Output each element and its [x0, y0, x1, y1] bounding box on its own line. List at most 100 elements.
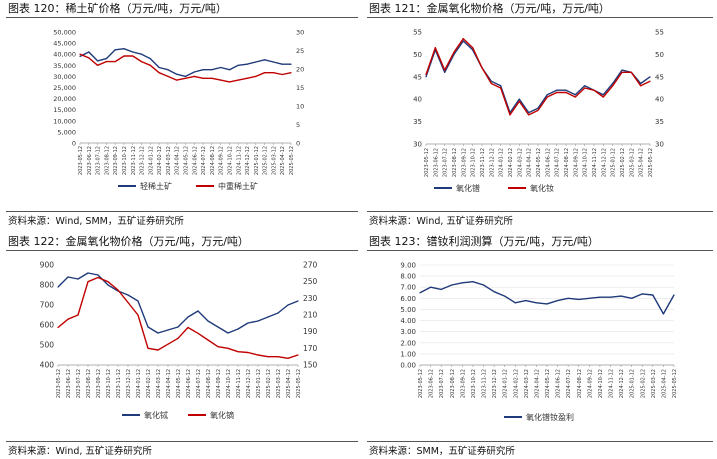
data-point — [281, 63, 283, 65]
data-point — [140, 53, 143, 55]
data-point — [246, 77, 248, 79]
y-right-tick-label: 270 — [303, 261, 318, 270]
x-tick-label: 2024-03-12 — [166, 146, 172, 175]
data-point — [574, 96, 576, 98]
y-right-tick-label: 170 — [303, 344, 318, 353]
data-point — [425, 73, 427, 76]
data-point — [609, 296, 612, 298]
data-point — [197, 332, 199, 334]
chart-title: 图表 123：镨钕利润测算（万元/吨，万元/吨） — [369, 235, 599, 248]
x-tick-label: 2025-03-12 — [271, 146, 277, 175]
data-point — [472, 47, 474, 49]
series-line — [425, 40, 651, 114]
data-point — [167, 343, 169, 345]
title-rule — [367, 250, 713, 251]
data-point — [588, 297, 590, 299]
data-point — [176, 79, 178, 81]
data-point — [147, 326, 149, 328]
y-left-tick-label: 15,000 — [53, 106, 76, 114]
data-point — [158, 72, 160, 74]
data-point — [220, 79, 222, 81]
y-left-tick-label: 600 — [40, 321, 55, 330]
x-tick-label: 2024-08-12 — [206, 369, 212, 398]
y-right-tick-label: 150 — [303, 361, 318, 370]
x-tick-label: 2023-10-12 — [122, 146, 128, 175]
data-point — [207, 339, 209, 341]
x-tick-label: 2025-03-12 — [276, 369, 282, 398]
data-point — [546, 96, 548, 98]
data-point — [137, 300, 139, 302]
x-tick-label: 2023-06-12 — [433, 148, 439, 177]
data-point — [107, 284, 109, 286]
data-point — [207, 320, 209, 322]
source-rule — [6, 211, 358, 212]
x-tick-label: 2024-01-12 — [503, 369, 509, 398]
x-tick-label: 2024-05-12 — [536, 148, 542, 177]
data-point — [593, 89, 595, 91]
data-point — [556, 299, 559, 302]
data-point — [602, 94, 604, 96]
data-point — [237, 64, 239, 66]
y-left-tick-label: 10,000 — [53, 117, 76, 125]
x-tick-label: 2023-06-12 — [66, 369, 72, 398]
x-tick-label: 2023-12-12 — [126, 369, 132, 398]
data-point — [147, 347, 149, 349]
data-point — [255, 61, 257, 63]
x-tick-label: 2024-11-12 — [236, 369, 242, 398]
data-point — [246, 63, 248, 65]
x-tick-label: 2023-06-12 — [429, 369, 435, 398]
data-point — [425, 76, 427, 78]
data-point — [272, 72, 275, 74]
y-left-tick-label: 50 — [413, 51, 422, 59]
x-tick-label: 2023-11-12 — [131, 146, 137, 175]
y-right-tick-label: 15 — [296, 84, 304, 92]
y-left-tick-label: 25,000 — [53, 84, 76, 92]
data-point — [123, 55, 125, 57]
data-point — [281, 73, 283, 76]
x-tick-label: 2025-02-12 — [263, 146, 269, 175]
data-point — [287, 304, 289, 306]
data-point — [290, 72, 292, 74]
data-point — [500, 87, 502, 89]
data-point — [535, 302, 538, 304]
data-point — [79, 55, 81, 58]
y-right-tick-label: 0 — [296, 140, 300, 148]
y-left-tick-label: 45 — [413, 73, 422, 81]
data-point — [528, 114, 530, 116]
x-tick-label: 2023-08-12 — [452, 148, 458, 177]
y-right-tick-label: 50 — [655, 51, 664, 59]
x-tick-label: 2024-06-12 — [186, 369, 192, 398]
y-left-tick-label: 55 — [413, 29, 422, 37]
x-tick-label: 2023-10-12 — [471, 369, 477, 398]
data-point — [297, 354, 299, 356]
data-point — [167, 329, 169, 331]
x-tick-label: 2024-09-12 — [216, 369, 222, 398]
data-point — [528, 112, 530, 114]
x-tick-label: 2024-04-12 — [527, 148, 533, 177]
x-tick-label: 2023-05-12 — [78, 146, 84, 175]
y-right-tick-label: 5 — [296, 121, 300, 129]
x-tick-label: 2024-09-12 — [573, 148, 579, 177]
x-tick-label: 2024-04-12 — [534, 369, 540, 398]
legend-label: 氧化钕 — [530, 183, 554, 193]
data-point — [79, 53, 81, 55]
data-point — [518, 100, 520, 103]
data-point — [187, 326, 189, 329]
x-tick-label: 2024-12-12 — [245, 146, 251, 175]
legend-label: 氧化镨 — [456, 183, 480, 193]
data-point — [567, 297, 569, 299]
y-left-tick-label: 30,000 — [53, 73, 76, 81]
data-point — [177, 326, 179, 328]
x-tick-label: 2024-03-12 — [517, 148, 523, 177]
x-tick-label: 2023-07-12 — [96, 146, 102, 175]
x-tick-label: 2024-10-12 — [226, 369, 232, 398]
data-point — [114, 61, 116, 63]
x-tick-label: 2023-12-12 — [489, 148, 495, 177]
x-tick-label: 2023-10-12 — [106, 369, 112, 398]
x-tick-label: 2023-09-12 — [113, 146, 119, 175]
data-point — [77, 278, 79, 280]
data-point — [114, 49, 116, 51]
data-point — [184, 75, 187, 77]
x-tick-label: 2025-04-12 — [280, 146, 286, 175]
